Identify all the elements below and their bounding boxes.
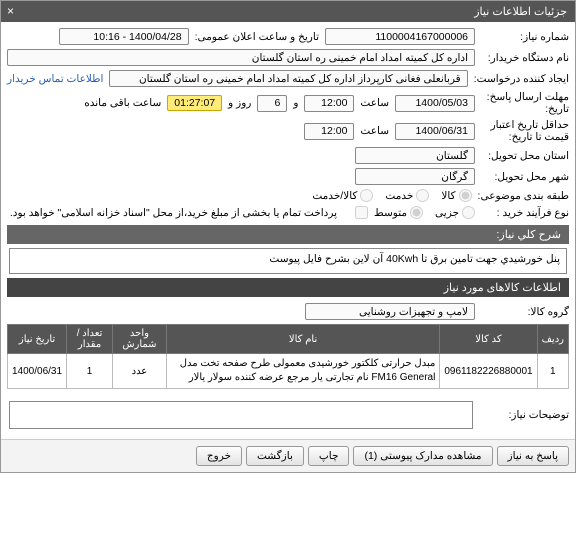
remain-label: ساعت باقی مانده bbox=[84, 97, 161, 109]
creator-value: قربانعلی فغانی کارپرداز اداره کل کمیته ا… bbox=[109, 70, 467, 87]
countdown-badge: 01:27:07 bbox=[167, 95, 222, 111]
items-table: ردیف کد کالا نام کالا واحد شمارش تعداد /… bbox=[7, 324, 569, 389]
th-name: نام کالا bbox=[166, 325, 440, 354]
creator-label: ایجاد کننده درخواست: bbox=[474, 73, 569, 85]
group-label: گروه کالا: bbox=[481, 306, 569, 318]
th-unit: واحد شمارش bbox=[113, 325, 167, 354]
niaz-no-value: 1100004167000006 bbox=[325, 28, 475, 45]
cat-kala[interactable]: کالا bbox=[441, 189, 471, 202]
panel-title: جزئیات اطلاعات نیاز bbox=[474, 6, 567, 18]
group-value: لامپ و تجهیزات روشنایی bbox=[305, 303, 475, 320]
min-valid-date: 1400/06/31 bbox=[395, 123, 475, 140]
category-radios: کالا خدمت کالا/خدمت bbox=[312, 189, 471, 202]
min-valid-label: حداقل تاریخ اعتبار قیمت تا تاریخ: bbox=[481, 119, 569, 143]
contact-link[interactable]: اطلاعات تماس خریدار bbox=[7, 73, 103, 85]
footer-buttons: پاسخ به نیاز مشاهده مدارک پیوستی (1) چاپ… bbox=[1, 439, 575, 472]
td-name: مبدل حرارتی کلکتور خورشیدی معمولی طرح صف… bbox=[166, 354, 440, 389]
back-button[interactable]: بازگشت bbox=[246, 446, 304, 466]
reply-button[interactable]: پاسخ به نیاز bbox=[497, 446, 569, 466]
td-code: 0961182226880001 bbox=[440, 354, 537, 389]
exit-button[interactable]: خروج bbox=[196, 446, 242, 466]
deadline-label: مهلت ارسال پاسخ: تاریخ: bbox=[481, 91, 569, 115]
category-label: طبقه بندی موضوعی: bbox=[478, 190, 569, 202]
purchase-type-radios: جزیی متوسط bbox=[374, 206, 475, 219]
time-label-1: ساعت bbox=[360, 97, 389, 109]
deadline-time: 12:00 bbox=[304, 95, 354, 112]
panel-header: جزئیات اطلاعات نیاز × bbox=[1, 1, 575, 22]
cat-khadamat[interactable]: خدمت bbox=[385, 189, 429, 202]
th-qty: تعداد / مقدار bbox=[67, 325, 113, 354]
pub-datetime-value: 1400/04/28 - 10:16 bbox=[59, 28, 189, 45]
td-date: 1400/06/31 bbox=[8, 354, 67, 389]
province-value: گلستان bbox=[355, 147, 475, 164]
pt-motavaset[interactable]: متوسط bbox=[374, 206, 423, 219]
attachments-button[interactable]: مشاهده مدارک پیوستی (1) bbox=[353, 446, 492, 466]
deadline-date: 1400/05/03 bbox=[395, 95, 475, 112]
city-label: شهر محل تحویل: bbox=[481, 171, 569, 183]
city-value: گرگان bbox=[355, 168, 475, 185]
desc-title: شرح کلي نياز: bbox=[7, 225, 569, 244]
close-icon[interactable]: × bbox=[7, 4, 14, 18]
day-label: روز و bbox=[228, 97, 251, 109]
form-body: شماره نیاز: 1100004167000006 تاریخ و ساع… bbox=[1, 22, 575, 439]
comments-label: توضیحات نیاز: bbox=[481, 409, 569, 421]
buyer-value: اداره کل کمیته امداد امام خمینی ره استان… bbox=[7, 49, 475, 66]
details-panel: جزئیات اطلاعات نیاز × شماره نیاز: 110000… bbox=[0, 0, 576, 473]
buyer-label: نام دستگاه خریدار: bbox=[481, 52, 569, 64]
table-row: 1 0961182226880001 مبدل حرارتی کلکتور خو… bbox=[8, 354, 569, 389]
print-button[interactable]: چاپ bbox=[308, 446, 350, 466]
payment-checkbox[interactable] bbox=[355, 206, 368, 219]
th-code: کد کالا bbox=[440, 325, 537, 354]
payment-note: پرداخت تمام یا بخشی از مبلغ خرید،از محل … bbox=[10, 207, 337, 219]
time-label-2: ساعت bbox=[360, 125, 389, 137]
pub-datetime-label: تاریخ و ساعت اعلان عمومی: bbox=[195, 31, 319, 43]
min-valid-time: 12:00 bbox=[304, 123, 354, 140]
pt-joze[interactable]: جزیی bbox=[435, 206, 475, 219]
payment-check: پرداخت تمام یا بخشی از مبلغ خرید،از محل … bbox=[10, 206, 368, 219]
info-bar: اطلاعات کالاهای مورد نیاز bbox=[7, 278, 569, 297]
purchase-type-label: نوع فرآیند خرید : bbox=[481, 207, 569, 219]
niaz-no-label: شماره نیاز: bbox=[481, 31, 569, 43]
days-left: 6 bbox=[257, 95, 287, 112]
td-idx: 1 bbox=[537, 354, 568, 389]
th-row: ردیف bbox=[537, 325, 568, 354]
and-label: و bbox=[293, 97, 298, 109]
comments-box bbox=[9, 401, 473, 429]
th-date: تاریخ نیاز bbox=[8, 325, 67, 354]
td-unit: عدد bbox=[113, 354, 167, 389]
desc-box: پنل خورشيدي جهت تامين برق تا 40Kwh آن لا… bbox=[9, 248, 567, 274]
cat-kalakhadamat[interactable]: کالا/خدمت bbox=[312, 189, 373, 202]
td-qty: 1 bbox=[67, 354, 113, 389]
province-label: استان محل تحویل: bbox=[481, 150, 569, 162]
